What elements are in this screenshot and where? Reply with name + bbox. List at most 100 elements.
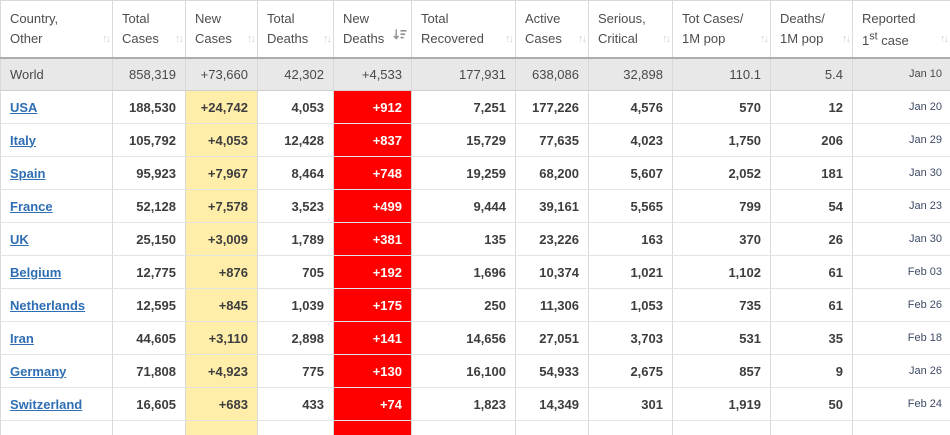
cell-total-cases: 858,319 xyxy=(112,57,186,91)
column-label: Total Recovered xyxy=(421,11,484,46)
column-header-total-recovered[interactable]: Total Recovered ↑↓ xyxy=(411,0,516,59)
cell-total-deaths: 3,523 xyxy=(257,189,334,223)
cell-serious-critical xyxy=(588,420,673,435)
country-link[interactable]: Italy xyxy=(10,132,37,148)
column-header-new-deaths[interactable]: New Deaths xyxy=(333,0,412,59)
column-header-total-cases[interactable]: Total Cases ↑↓ xyxy=(112,0,186,59)
cell-total-recovered: 250 xyxy=(411,288,516,322)
country-link[interactable]: USA xyxy=(10,99,38,115)
column-header-total-deaths[interactable]: Total Deaths ↑↓ xyxy=(257,0,334,59)
cell-first-case: Feb 03 xyxy=(852,255,950,289)
cell-first-case: Jan 30 xyxy=(852,156,950,190)
cell-active-cases: 77,635 xyxy=(515,123,589,157)
cell-first-case: Feb 18 xyxy=(852,321,950,355)
cell-first-case: Jan 30 xyxy=(852,222,950,256)
cell-total-deaths: 12,428 xyxy=(257,123,334,157)
country-link[interactable]: Germany xyxy=(10,363,67,379)
cell-deaths-per-1m: 50 xyxy=(770,387,853,421)
cell-total-recovered: 1,696 xyxy=(411,255,516,289)
country-link[interactable]: Switzerland xyxy=(10,396,83,412)
cell-new-deaths: +837 xyxy=(333,123,412,157)
country-link[interactable]: Belgium xyxy=(10,264,62,280)
cell-new-cases: +683 xyxy=(185,387,258,421)
column-label: Reported 1st case xyxy=(862,11,916,48)
cell-deaths-per-1m: 61 xyxy=(770,288,853,322)
column-label: Tot Cases/ 1M pop xyxy=(682,11,744,46)
cell-total-cases: 105,792 xyxy=(112,123,186,157)
cell-name: Iran xyxy=(0,321,113,355)
cell-active-cases: 39,161 xyxy=(515,189,589,223)
cell-total-recovered: 14,656 xyxy=(411,321,516,355)
cell-total-cases: 52,128 xyxy=(112,189,186,223)
cell-new-cases: +3,110 xyxy=(185,321,258,355)
cell-total-recovered: 9,444 xyxy=(411,189,516,223)
column-label: Country, Other xyxy=(10,11,59,46)
cell-deaths-per-1m: 54 xyxy=(770,189,853,223)
column-header-serious-critical[interactable]: Serious, Critical ↑↓ xyxy=(588,0,673,59)
country-link[interactable]: UK xyxy=(10,231,29,247)
country-link[interactable]: Iran xyxy=(10,330,34,346)
cell-serious-critical: 163 xyxy=(588,222,673,256)
country-link[interactable]: Netherlands xyxy=(10,297,86,313)
cell-total-deaths: 1,789 xyxy=(257,222,334,256)
country-row: USA 188,530 +24,742 4,053 +912 7,251 177,226 4,… xyxy=(0,90,950,124)
cell-total-cases: 12,595 xyxy=(112,288,186,322)
country-row: France 52,128 +7,578 3,523 +499 9,444 39,161 5,… xyxy=(0,189,950,223)
column-header-active-cases[interactable]: Active Cases ↑↓ xyxy=(515,0,589,59)
cell-new-deaths: +175 xyxy=(333,288,412,322)
cell-deaths-per-1m: 181 xyxy=(770,156,853,190)
cell-total-deaths: 705 xyxy=(257,255,334,289)
cell-new-cases: +4,053 xyxy=(185,123,258,157)
cell-name: UK xyxy=(0,222,113,256)
cell-active-cases: 27,051 xyxy=(515,321,589,355)
country-row: Spain 95,923 +7,967 8,464 +748 19,259 68,200 5,… xyxy=(0,156,950,190)
cell-total-deaths xyxy=(257,420,334,435)
column-header-new-cases[interactable]: New Cases ↑↓ xyxy=(185,0,258,59)
cell-serious-critical: 4,576 xyxy=(588,90,673,124)
cell-total-cases: 12,775 xyxy=(112,255,186,289)
cell-name: Netherlands xyxy=(0,288,113,322)
column-header-reported-first-case[interactable]: Reported 1st case ↑↓ xyxy=(852,0,950,59)
cell-total-recovered: 177,931 xyxy=(411,57,516,91)
cell-total-cases: 25,150 xyxy=(112,222,186,256)
cell-cases-per-1m: 570 xyxy=(672,90,771,124)
sort-both-icon: ↑↓ xyxy=(505,33,514,45)
column-header-country[interactable]: Country, Other ↑↓ xyxy=(0,0,113,59)
cell-serious-critical: 5,565 xyxy=(588,189,673,223)
cell-name: World xyxy=(0,57,113,91)
country-link[interactable]: Spain xyxy=(10,165,46,181)
cell-total-cases xyxy=(112,420,186,435)
table-body: World 858,319 +73,660 42,302 +4,533 177,931 63… xyxy=(0,57,950,435)
cell-active-cases: 10,374 xyxy=(515,255,589,289)
country-row: Italy 105,792 +4,053 12,428 +837 15,729 77,635… xyxy=(0,123,950,157)
cell-new-cases: +73,660 xyxy=(185,57,258,91)
cell-new-cases: +24,742 xyxy=(185,90,258,124)
cell-cases-per-1m: 857 xyxy=(672,354,771,388)
cell-serious-critical: 1,053 xyxy=(588,288,673,322)
cell-serious-critical: 5,607 xyxy=(588,156,673,190)
cell-total-deaths: 1,039 xyxy=(257,288,334,322)
cell-total-recovered xyxy=(411,420,516,435)
cell-deaths-per-1m xyxy=(770,420,853,435)
cell-first-case: Jan 26 xyxy=(852,354,950,388)
cell-first-case: Jan 23 xyxy=(852,189,950,223)
cell-total-deaths: 8,464 xyxy=(257,156,334,190)
country-row: Germany 71,808 +4,923 775 +130 16,100 54,933 2,… xyxy=(0,354,950,388)
cell-total-deaths: 4,053 xyxy=(257,90,334,124)
cell-total-cases: 188,530 xyxy=(112,90,186,124)
country-row: Netherlands 12,595 +845 1,039 +175 250 11,306 1… xyxy=(0,288,950,322)
sort-both-icon: ↑↓ xyxy=(578,33,587,45)
row-label: World xyxy=(10,66,44,82)
cell-active-cases: 177,226 xyxy=(515,90,589,124)
cell-total-cases: 16,605 xyxy=(112,387,186,421)
country-link[interactable]: France xyxy=(10,198,53,214)
cell-new-deaths: +192 xyxy=(333,255,412,289)
cell-new-deaths: +74 xyxy=(333,387,412,421)
cell-new-deaths: +141 xyxy=(333,321,412,355)
column-label: Active Cases xyxy=(525,11,562,46)
cell-cases-per-1m: 1,750 xyxy=(672,123,771,157)
column-header-deaths-per-1m[interactable]: Deaths/ 1M pop ↑↓ xyxy=(770,0,853,59)
column-header-cases-per-1m[interactable]: Tot Cases/ 1M pop ↑↓ xyxy=(672,0,771,59)
country-row: UK 25,150 +3,009 1,789 +381 135 23,226 163 370 26… xyxy=(0,222,950,256)
